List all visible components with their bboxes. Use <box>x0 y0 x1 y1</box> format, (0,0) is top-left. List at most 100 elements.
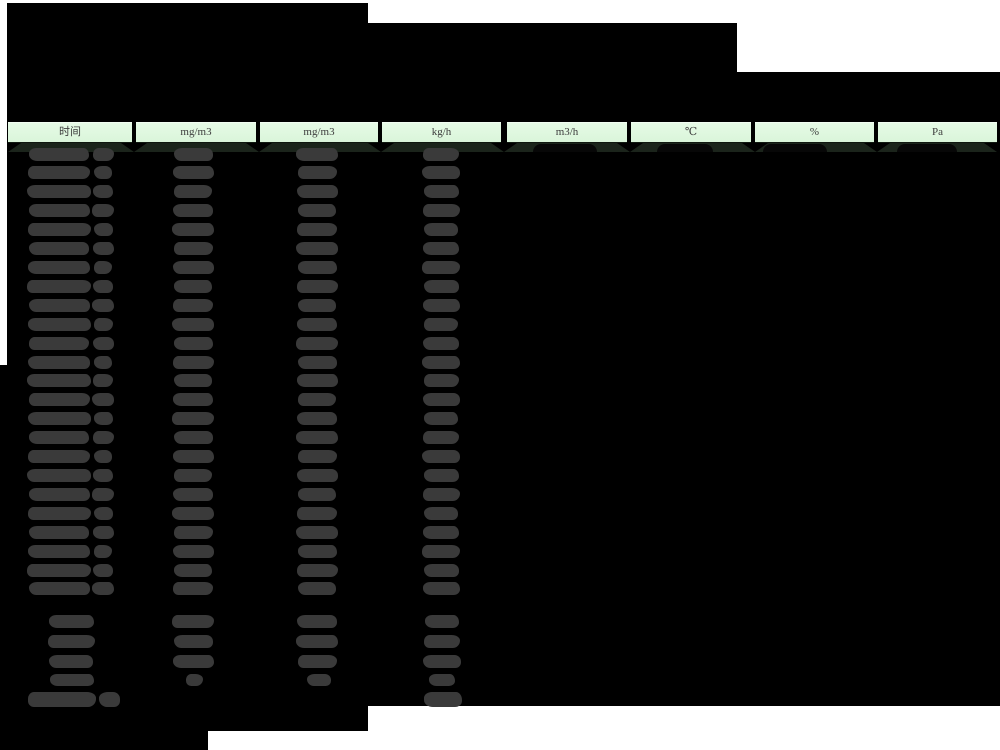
redacted-cell-value <box>172 544 214 558</box>
redacted-cell-value <box>428 674 455 686</box>
redacted-cell-value <box>172 223 214 237</box>
redacted-cell-value <box>92 393 114 407</box>
redacted-cell-value <box>174 563 212 577</box>
redacted-cell-value <box>27 412 91 426</box>
redacted-cell-value <box>423 431 459 445</box>
redacted-cell-value <box>172 614 214 628</box>
redaction-mask-top-left <box>7 3 368 122</box>
redacted-cell-value <box>423 279 459 293</box>
redacted-cell-value <box>173 242 213 256</box>
redacted-cell-value <box>424 412 458 426</box>
redacted-cell-value <box>172 355 214 369</box>
redacted-cell-value <box>93 468 113 482</box>
redacted-cell-value <box>297 355 337 369</box>
unit-header-cell-7[interactable]: % <box>755 122 874 143</box>
redacted-cell-value <box>27 468 91 482</box>
redaction-mask-top-right <box>737 72 1000 122</box>
redacted-cell-value <box>297 166 337 180</box>
redacted-cell-value <box>28 582 90 596</box>
redacted-cell-value <box>174 374 212 388</box>
redacted-cell-value <box>172 166 214 180</box>
redacted-cell-value <box>29 431 89 445</box>
redacted-cell-value <box>424 317 458 331</box>
redacted-cell-value <box>422 260 460 274</box>
redacted-cell-value <box>297 223 337 237</box>
redacted-cell-value <box>423 242 459 256</box>
redacted-cell-value <box>92 582 114 596</box>
header-border-notch <box>368 143 394 152</box>
header-border-notch <box>984 143 997 152</box>
header-border-notch <box>121 143 147 152</box>
redacted-cell-value-dark <box>533 144 597 152</box>
redacted-cell-value <box>27 279 91 293</box>
redacted-cell-value <box>422 393 460 407</box>
redacted-cell-value <box>93 223 113 237</box>
redacted-cell-value <box>28 544 90 558</box>
redacted-cell-value <box>173 393 213 407</box>
redacted-cell-value <box>27 317 91 331</box>
unit-header-cell-4[interactable]: kg/h <box>382 122 501 143</box>
first-row-strip <box>8 143 997 152</box>
redacted-cell-value <box>92 336 114 350</box>
redacted-cell-value <box>173 336 213 350</box>
header-border-notch <box>491 143 517 152</box>
redacted-cell-value <box>173 147 213 161</box>
redacted-cell-value <box>94 544 112 558</box>
redacted-cell-value <box>298 393 336 407</box>
redacted-cell-value <box>423 336 459 350</box>
redacted-cell-value <box>298 298 336 312</box>
redacted-cell-value <box>92 525 114 539</box>
redacted-cell-value <box>296 431 338 445</box>
redaction-mask-bottom-mid <box>208 706 368 731</box>
redacted-cell-value <box>423 147 459 161</box>
redacted-cell-value <box>422 204 460 218</box>
redacted-cell-value <box>93 563 113 577</box>
redacted-cell-value <box>48 614 94 628</box>
redacted-cell-value-dark <box>763 144 827 152</box>
redacted-cell-value <box>298 487 336 501</box>
redacted-cell-value <box>93 317 113 331</box>
redacted-cell-value <box>27 374 91 388</box>
redacted-cell-value <box>92 147 114 161</box>
header-border-notch <box>864 143 890 152</box>
redacted-cell-value <box>47 634 95 648</box>
redacted-cell-value <box>93 279 113 293</box>
redacted-cell-value <box>297 654 337 668</box>
header-border-notch <box>246 143 272 152</box>
redacted-cell-value <box>29 242 89 256</box>
redacted-cell-value <box>423 374 459 388</box>
redacted-cell-value <box>173 204 213 218</box>
redacted-cell-value <box>28 450 90 464</box>
redacted-cell-value <box>173 431 213 445</box>
redacted-cell-value <box>296 336 338 350</box>
redacted-cell-value <box>422 487 460 501</box>
redacted-cell-value <box>297 506 337 520</box>
redacted-cell-value <box>296 563 338 577</box>
unit-header-cell-8[interactable]: Pa <box>878 122 997 143</box>
redacted-cell-value <box>425 614 459 628</box>
unit-header-cell-5[interactable]: m3/h <box>507 122 627 143</box>
unit-header-cell-6[interactable]: ℃ <box>631 122 751 143</box>
redacted-cell-value <box>29 147 89 161</box>
redacted-cell-value <box>28 487 90 501</box>
redacted-cell-value <box>29 525 89 539</box>
redacted-cell-value <box>173 634 213 648</box>
redacted-cell-value <box>28 260 90 274</box>
redacted-cell-value <box>422 355 460 369</box>
redacted-cell-value <box>422 544 460 558</box>
redacted-cell-value <box>93 506 113 520</box>
redacted-cell-value <box>27 185 91 199</box>
redacted-cell-value <box>28 166 90 180</box>
redacted-cell-value <box>92 431 114 445</box>
unit-header-cell-2[interactable]: mg/m3 <box>136 122 256 143</box>
unit-header-cell-1[interactable]: 时间 <box>8 122 132 143</box>
redacted-cell-value <box>423 525 459 539</box>
redacted-cell-value <box>423 468 459 482</box>
unit-header-cell-3[interactable]: mg/m3 <box>260 122 378 143</box>
redacted-cell-value <box>297 412 337 426</box>
redacted-cell-value <box>296 634 338 648</box>
redacted-cell-value <box>423 691 462 707</box>
redacted-cell-value <box>297 450 337 464</box>
redacted-cell-value <box>94 166 112 180</box>
redacted-cell-value <box>423 654 461 668</box>
